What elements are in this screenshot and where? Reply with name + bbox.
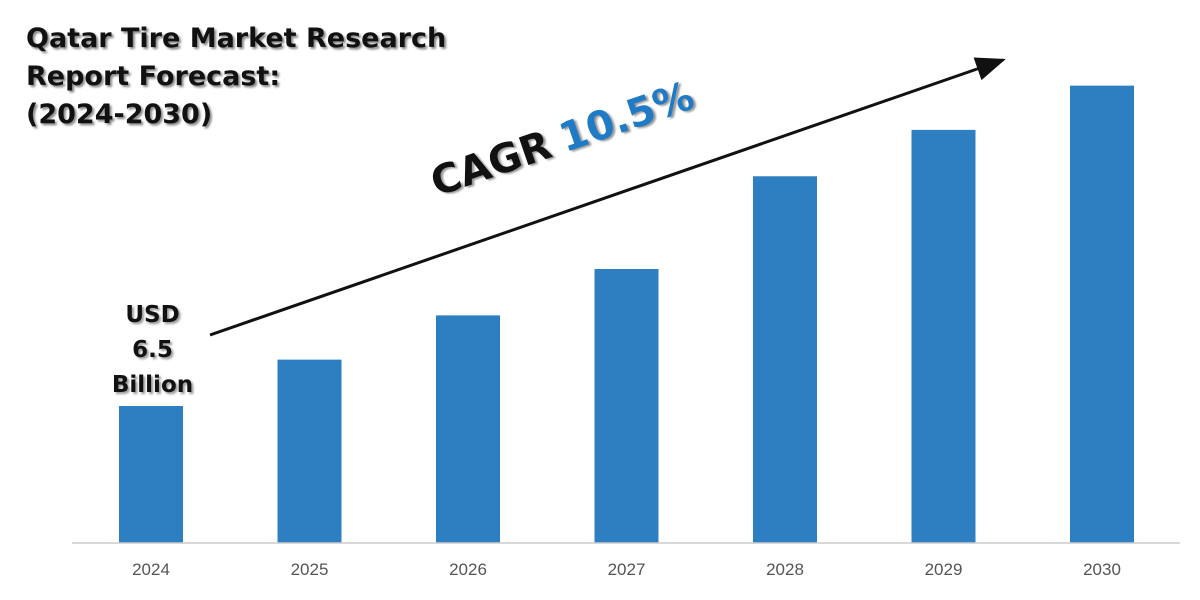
bar-2028 bbox=[753, 176, 817, 543]
x-tick-label: 2026 bbox=[449, 560, 487, 579]
bar-2025 bbox=[277, 359, 342, 543]
annotation-line: USD bbox=[125, 302, 180, 328]
title-line: Qatar Tire Market Research bbox=[26, 23, 447, 54]
x-tick-label: 2029 bbox=[925, 560, 963, 579]
chart-title: Qatar Tire Market Research Report Foreca… bbox=[26, 20, 446, 134]
title-line: Report Forecast: bbox=[26, 61, 281, 92]
x-tick-label: 2027 bbox=[608, 560, 646, 579]
growth-arrow bbox=[209, 57, 1006, 337]
title-line: (2024-2030) bbox=[26, 99, 213, 130]
x-tick-label: 2024 bbox=[132, 560, 170, 579]
x-tick-label: 2025 bbox=[291, 560, 329, 579]
x-tick-label: 2028 bbox=[766, 560, 804, 579]
start-value-annotation: USD 6.5 Billion bbox=[100, 298, 205, 403]
annotation-line: Billion bbox=[111, 372, 194, 398]
bar-2029 bbox=[911, 129, 976, 543]
bar-2024 bbox=[119, 406, 183, 543]
annotation-line: 6.5 bbox=[132, 337, 173, 363]
bar-2026 bbox=[436, 315, 500, 543]
bar-2030 bbox=[1070, 85, 1134, 543]
x-tick-label: 2030 bbox=[1083, 560, 1121, 579]
bar-2027 bbox=[594, 269, 659, 543]
